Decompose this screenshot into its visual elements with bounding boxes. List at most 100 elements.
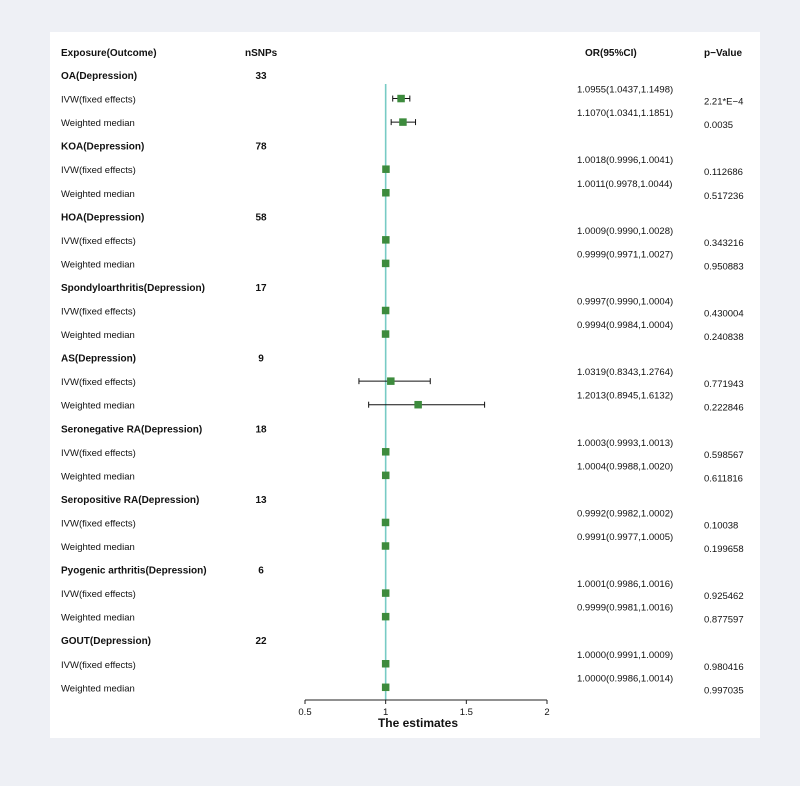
or-ci-value: 1.0000(0.9986,1.0014) [577, 673, 673, 684]
method-label: Weighted median [61, 118, 135, 129]
group-label: OA(Depression) [61, 71, 137, 82]
estimate-marker [381, 518, 390, 527]
method-label: IVW(fixed effects) [61, 589, 136, 600]
estimate-marker [381, 306, 390, 315]
p-value: 0.517236 [704, 191, 744, 202]
p-value: 0.771943 [704, 379, 744, 390]
p-value: 0.343216 [704, 238, 744, 249]
forest-rows: OA(Depression) 33 IVW(fixed effects) 1.0955… [61, 71, 744, 700]
group-label: AS(Depression) [61, 354, 136, 365]
p-value: 0.997035 [704, 685, 744, 696]
x-tick-label: 0.5 [298, 707, 311, 718]
method-label: IVW(fixed effects) [61, 448, 136, 459]
nsnps-value: 18 [255, 424, 267, 435]
group-label: GOUT(Depression) [61, 636, 151, 647]
estimate-marker [381, 259, 390, 268]
estimate-marker [382, 236, 390, 244]
p-value: 0.222846 [704, 403, 744, 414]
or-ci-value: 1.0955(1.0437,1.1498) [577, 85, 673, 96]
or-ci-value: 1.0018(0.9996,1.0041) [577, 155, 673, 166]
p-value: 0.112686 [704, 167, 743, 178]
method-label: Weighted median [61, 330, 135, 341]
or-ci-value: 1.0319(0.8343,1.2764) [577, 367, 673, 378]
method-label: Weighted median [61, 401, 135, 412]
or-ci-value: 0.9999(0.9971,1.0027) [577, 249, 673, 260]
method-label: Weighted median [61, 613, 135, 624]
p-value: 0.199658 [704, 544, 744, 555]
method-label: IVW(fixed effects) [61, 165, 136, 176]
method-label: Weighted median [61, 683, 135, 694]
p-value: 0.950883 [704, 261, 744, 272]
method-label: Weighted median [61, 542, 135, 553]
method-label: IVW(fixed effects) [61, 236, 136, 247]
estimate-marker [381, 330, 390, 338]
method-label: IVW(fixed effects) [61, 307, 136, 318]
p-value: 0.240838 [704, 332, 744, 343]
or-ci-value: 1.0001(0.9986,1.0016) [577, 579, 673, 590]
header-pvalue: p−Value [704, 48, 743, 59]
or-ci-value: 1.0009(0.9990,1.0028) [577, 226, 673, 237]
p-value: 0.598567 [704, 450, 744, 461]
or-ci-value: 0.9991(0.9977,1.0005) [577, 532, 673, 543]
group-label: Spondyloarthritis(Depression) [61, 283, 205, 294]
p-value: 2.21*E−4 [704, 97, 743, 108]
estimate-marker [381, 683, 390, 692]
p-value: 0.925462 [704, 591, 744, 602]
nsnps-value: 6 [258, 566, 264, 577]
or-ci-value: 1.0000(0.9991,1.0009) [577, 650, 673, 661]
group-label: Seropositive RA(Depression) [61, 495, 199, 506]
or-ci-value: 1.0003(0.9993,1.0013) [577, 438, 673, 449]
p-value: 0.10038 [704, 520, 738, 531]
forest-plot: Exposure(Outcome) nSNPs OR(95%CI) p−Valu… [61, 48, 744, 730]
estimate-marker [397, 94, 405, 103]
or-ci-value: 1.1070(1.0341,1.1851) [577, 108, 673, 119]
method-label: IVW(fixed effects) [61, 377, 136, 388]
x-tick-label: 2 [544, 707, 549, 718]
estimate-marker [381, 448, 390, 456]
method-label: IVW(fixed effects) [61, 95, 136, 106]
method-label: Weighted median [61, 471, 135, 482]
p-value: 0.877597 [704, 615, 744, 626]
estimate-marker [382, 165, 390, 173]
p-value: 0.611816 [704, 473, 743, 484]
or-ci-value: 1.2013(0.8945,1.6132) [577, 391, 673, 402]
group-label: HOA(Depression) [61, 212, 144, 223]
forest-plot-panel: Exposure(Outcome) nSNPs OR(95%CI) p−Valu… [50, 32, 760, 738]
or-ci-value: 1.0004(0.9988,1.0020) [577, 461, 673, 472]
group-label: KOA(Depression) [61, 142, 144, 153]
nsnps-value: 78 [255, 142, 267, 153]
method-label: Weighted median [61, 189, 135, 200]
nsnps-value: 13 [255, 495, 267, 506]
or-ci-value: 0.9997(0.9990,1.0004) [577, 297, 673, 308]
method-label: IVW(fixed effects) [61, 518, 136, 529]
group-label: Pyogenic arthritis(Depression) [61, 566, 207, 577]
x-tick-label: 1.5 [460, 707, 473, 718]
p-value: 0.0035 [704, 120, 733, 131]
p-value: 0.980416 [704, 662, 744, 673]
x-tick-label: 1 [383, 707, 388, 718]
header-nsnps: nSNPs [245, 48, 278, 59]
method-label: IVW(fixed effects) [61, 660, 136, 671]
method-label: Weighted median [61, 259, 135, 270]
nsnps-value: 33 [255, 71, 267, 82]
nsnps-value: 17 [255, 283, 267, 294]
estimate-marker [381, 589, 390, 597]
header-or-ci: OR(95%CI) [585, 48, 637, 59]
x-axis: 0.5 1 1.5 2 [298, 699, 550, 718]
header-exposure: Exposure(Outcome) [61, 48, 157, 59]
nsnps-value: 9 [258, 354, 264, 365]
estimate-marker [381, 660, 390, 668]
estimate-marker [414, 400, 422, 409]
x-axis-label: The estimates [378, 716, 458, 730]
p-value: 0.430004 [704, 309, 744, 320]
estimate-marker [381, 542, 390, 550]
estimate-marker [399, 118, 407, 126]
nsnps-value: 58 [255, 212, 267, 223]
nsnps-value: 22 [255, 636, 267, 647]
estimate-marker [381, 612, 390, 621]
or-ci-value: 0.9994(0.9984,1.0004) [577, 320, 673, 331]
estimate-marker [387, 377, 395, 385]
estimate-marker [382, 189, 390, 197]
or-ci-value: 1.0011(0.9978,1.0044) [577, 179, 672, 190]
or-ci-value: 0.9999(0.9981,1.0016) [577, 603, 673, 614]
